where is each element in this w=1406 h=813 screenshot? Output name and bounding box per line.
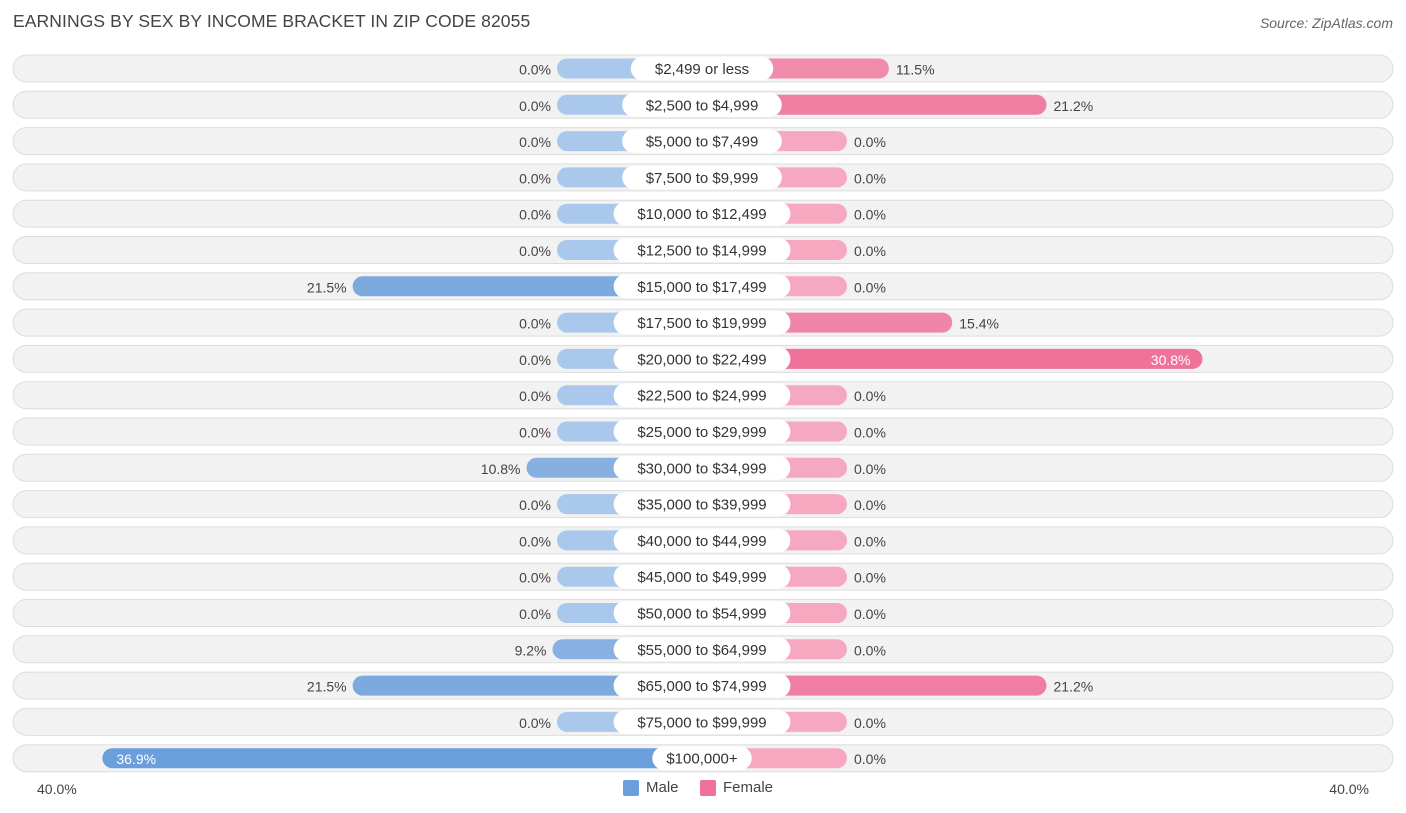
category-label: $12,500 to $14,999 [637,243,766,260]
male-value-label: 0.0% [519,425,551,441]
female-value-label: 0.0% [854,570,886,586]
female-value-label: 0.0% [854,497,886,513]
category-pill [622,129,782,154]
female-value-label: 11.5% [896,62,935,78]
category-label: $65,000 to $74,999 [637,678,766,695]
category-pill [613,383,791,408]
female-value-label: 21.2% [1054,679,1094,695]
axis-left-label: 40.0% [37,781,77,797]
male-value-label: 0.0% [519,570,551,586]
category-pill [622,165,782,190]
legend-label-male: Male [646,779,679,796]
female-value-label: 30.8% [1151,352,1191,368]
male-value-label: 0.0% [519,533,551,549]
male-value-label: 0.0% [519,243,551,259]
female-value-label: 0.0% [854,207,886,223]
category-label: $2,500 to $4,999 [646,97,759,114]
female-value-label: 0.0% [854,533,886,549]
chart-legend: Male Female [0,779,1406,799]
category-label: $20,000 to $22,499 [637,351,766,368]
female-value-label: 0.0% [854,388,886,404]
category-pill [613,274,791,299]
male-value-label: 9.2% [515,642,547,658]
category-label: $25,000 to $29,999 [637,424,766,441]
female-value-label: 0.0% [854,134,886,150]
male-value-label: 0.0% [519,606,551,622]
male-bar [102,748,702,769]
female-value-label: 15.4% [959,316,999,332]
category-label: $50,000 to $54,999 [637,606,766,623]
category-pill [613,528,791,553]
category-pill [613,673,791,698]
female-value-label: 0.0% [854,425,886,441]
female-bar [702,348,1203,369]
female-bar [702,94,1047,115]
female-value-label: 0.0% [854,243,886,259]
female-value-label: 0.0% [854,642,886,658]
chart-title: EARNINGS BY SEX BY INCOME BRACKET IN ZIP… [13,11,531,31]
male-bar [352,675,702,696]
male-value-label: 0.0% [519,134,551,150]
source-credit: Source: ZipAtlas.com [1259,15,1393,31]
legend-item-male[interactable]: Male [623,779,679,796]
legend-swatch-female [700,779,716,796]
male-bar [352,276,702,297]
category-pill [622,92,782,117]
category-label: $40,000 to $44,999 [637,533,766,550]
category-label: $22,500 to $24,999 [637,388,766,405]
category-label: $45,000 to $49,999 [637,569,766,586]
male-value-label: 21.5% [307,679,347,695]
male-value-label: 10.8% [481,461,521,477]
female-value-label: 0.0% [854,751,886,767]
category-label: $30,000 to $34,999 [637,460,766,477]
female-value-label: 0.0% [854,606,886,622]
category-pill [613,564,791,589]
category-pill [613,419,791,444]
male-value-label: 0.0% [519,98,551,114]
legend-swatch-male [623,779,639,796]
category-pill [613,310,791,335]
male-value-label: 0.0% [519,497,551,513]
category-label: $17,500 to $19,999 [637,315,766,332]
category-label: $5,000 to $7,499 [646,134,759,151]
category-pill [613,601,791,625]
legend-label-female: Female [723,779,774,796]
female-value-label: 0.0% [854,279,886,295]
category-pill [613,637,791,662]
category-pill [613,346,791,371]
category-pill [613,492,791,517]
male-value-label: 36.9% [116,751,156,767]
male-value-label: 0.0% [519,170,551,186]
category-pill [630,56,774,81]
category-pill [652,746,752,771]
category-label: $2,499 or less [655,61,749,78]
female-value-label: 21.2% [1054,98,1094,114]
female-value-label: 0.0% [854,170,886,186]
category-label: $15,000 to $17,499 [637,279,766,296]
female-value-label: 0.0% [854,715,886,731]
male-value-label: 0.0% [519,388,551,404]
category-label: $75,000 to $99,999 [637,714,766,731]
category-pill [613,455,791,480]
female-value-label: 0.0% [854,461,886,477]
category-pill [613,238,791,262]
category-pill [613,201,791,226]
male-value-label: 0.0% [519,316,551,332]
male-value-label: 0.0% [519,62,551,78]
male-value-label: 0.0% [519,352,551,368]
category-label: $35,000 to $39,999 [637,497,766,514]
category-label: $10,000 to $12,499 [637,206,766,223]
category-label: $100,000+ [666,751,738,768]
male-value-label: 21.5% [307,279,347,295]
category-pill [613,709,791,734]
category-label: $55,000 to $64,999 [637,642,766,659]
male-value-label: 0.0% [519,207,551,223]
male-value-label: 0.0% [519,715,551,731]
category-label: $7,500 to $9,999 [646,170,759,187]
axis-right-label: 40.0% [1329,781,1369,797]
legend-item-female[interactable]: Female [700,779,773,796]
